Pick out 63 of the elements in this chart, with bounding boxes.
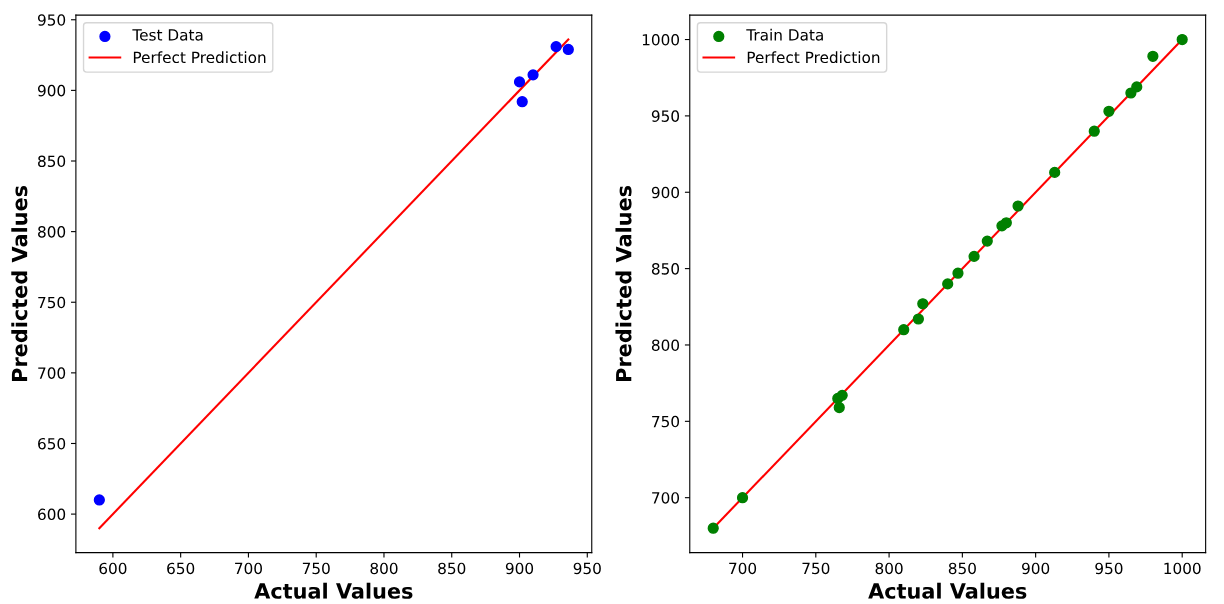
point xyxy=(513,76,526,88)
point xyxy=(912,313,924,325)
point xyxy=(1012,200,1024,212)
point xyxy=(1049,166,1061,179)
y-tick-label: 750 xyxy=(38,296,66,309)
point xyxy=(1000,217,1012,229)
point xyxy=(707,522,719,534)
x-tick-label: 700 xyxy=(729,562,757,575)
y-tick-label: 900 xyxy=(37,84,66,97)
x-tick-label: 850 xyxy=(438,562,466,575)
y-tick-label: 850 xyxy=(38,155,66,168)
y-tick-label: 800 xyxy=(651,339,680,351)
x-axis-title: Actual Values xyxy=(254,582,413,599)
x-tick-label: 750 xyxy=(802,562,830,575)
y-tick-label: 750 xyxy=(652,415,680,428)
point xyxy=(942,278,954,290)
x-axis-title: Actual Values xyxy=(868,582,1027,599)
x-tick-label: 650 xyxy=(167,562,195,575)
point xyxy=(1176,33,1188,46)
x-tick-label: 700 xyxy=(235,562,262,575)
x-tick-label: 950 xyxy=(573,562,601,575)
point xyxy=(968,250,980,262)
point xyxy=(1147,50,1159,62)
x-tick-label: 950 xyxy=(1095,562,1123,575)
y-tick-label: 900 xyxy=(651,186,680,199)
point xyxy=(736,492,749,504)
point xyxy=(836,389,848,401)
x-tick-label: 900 xyxy=(1022,562,1050,575)
legend-label: Perfect Prediction xyxy=(747,51,880,64)
point xyxy=(527,69,539,81)
point xyxy=(93,494,105,506)
y-axis-title: Predicted Values xyxy=(11,185,28,381)
x-tick-label: 800 xyxy=(370,562,398,575)
legend-label: Test Data xyxy=(132,29,203,41)
point xyxy=(516,96,528,108)
x-tick-label: 900 xyxy=(505,562,534,575)
point xyxy=(550,40,562,53)
x-tick-label: 600 xyxy=(99,562,127,575)
point xyxy=(898,324,910,336)
x-tick-label: 1000 xyxy=(1164,562,1201,575)
point xyxy=(1088,125,1100,137)
legend-label: Perfect Prediction xyxy=(133,51,266,64)
y-axis-title: Predicted Values xyxy=(615,185,632,381)
y-tick-label: 950 xyxy=(651,110,680,122)
y-tick-label: 1000 xyxy=(642,34,680,46)
point xyxy=(1103,105,1115,117)
point xyxy=(952,267,964,279)
y-tick-label: 700 xyxy=(652,492,680,504)
point xyxy=(981,235,993,247)
x-tick-label: 800 xyxy=(875,562,903,575)
x-tick-label: 850 xyxy=(948,562,976,575)
point xyxy=(917,298,929,310)
point xyxy=(1131,81,1143,93)
point xyxy=(833,401,845,414)
y-tick-label: 650 xyxy=(38,437,66,450)
y-tick-label: 950 xyxy=(37,14,66,26)
y-tick-label: 850 xyxy=(651,263,680,275)
x-tick-label: 750 xyxy=(302,562,330,575)
y-tick-label: 600 xyxy=(38,508,66,521)
legend-label: Train Data xyxy=(746,28,823,41)
y-tick-label: 700 xyxy=(38,367,66,379)
point xyxy=(562,43,574,56)
y-tick-label: 800 xyxy=(38,226,66,238)
